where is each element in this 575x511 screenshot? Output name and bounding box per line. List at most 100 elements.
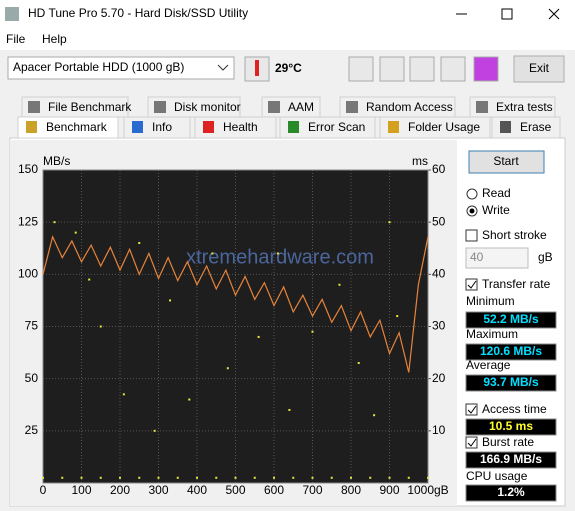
y2-axis-label: ms [412, 154, 428, 168]
access-point [388, 476, 391, 479]
tab-label: AAM [288, 100, 314, 114]
access-point [61, 476, 64, 479]
tab-icon [28, 101, 40, 113]
access-point [427, 476, 429, 479]
x-tick-label: 300 [148, 483, 168, 497]
access-point [338, 283, 341, 286]
access-time-check[interactable] [465, 403, 478, 416]
access-point [122, 393, 125, 396]
short-stroke-check[interactable] [465, 229, 478, 242]
copy-button[interactable] [348, 56, 374, 82]
access-point [196, 476, 198, 479]
access-point [253, 476, 256, 479]
x-tick-label: 1000gB [407, 483, 448, 497]
save-button[interactable] [473, 56, 499, 82]
close[interactable] [548, 8, 560, 20]
options-button[interactable] [440, 56, 466, 82]
access-point [153, 429, 156, 432]
access-point [215, 476, 218, 479]
x-tick-label: 0 [40, 483, 47, 497]
copy-all-button[interactable] [379, 56, 405, 82]
y-tick-label: 25 [25, 423, 39, 437]
watermark: xtremehardware.com [186, 246, 374, 268]
transfer-rate-label: Transfer rate [482, 277, 551, 291]
cpu-usage-label: CPU usage [466, 469, 528, 483]
access-point [226, 367, 229, 370]
access-point [169, 299, 172, 302]
value-box [465, 311, 557, 329]
thermometer [255, 60, 259, 76]
write-label: Write [482, 203, 510, 217]
x-tick-label: 600 [264, 483, 284, 497]
access-point [176, 476, 179, 479]
access-point [42, 476, 44, 479]
tab-icon [388, 121, 399, 133]
read-radio[interactable] [466, 188, 478, 200]
access-point [407, 476, 410, 479]
access-point [276, 252, 279, 255]
tab-label: Folder Usage [408, 120, 480, 134]
access-point [211, 252, 214, 255]
exit-button[interactable] [513, 55, 565, 83]
value-box [465, 374, 557, 392]
screenshot-button[interactable] [409, 56, 435, 82]
value-box [465, 343, 557, 361]
short-stroke-spin[interactable] [465, 247, 529, 269]
start-button[interactable] [468, 150, 545, 174]
value-box [465, 418, 557, 436]
maximize[interactable] [501, 8, 513, 20]
toolbar-buttons [348, 55, 565, 83]
tab[interactable] [194, 116, 277, 139]
access-point [88, 278, 91, 281]
y-tick-label: 100 [18, 267, 38, 281]
access-point [369, 476, 372, 479]
drive-select[interactable] [7, 56, 235, 80]
tab[interactable] [147, 96, 241, 118]
minimum-label: Minimum [466, 294, 515, 308]
access-point [119, 476, 121, 479]
burst-rate-check[interactable] [465, 436, 478, 449]
access-point [288, 408, 291, 411]
tab[interactable] [17, 116, 119, 139]
access-point [53, 221, 56, 224]
y-tick-label: 50 [25, 371, 39, 385]
tab-label: File Benchmark [48, 100, 132, 114]
access-point [396, 315, 399, 318]
side-panel: Start Read Write Short stroke 40 gB Tran… [465, 150, 553, 483]
y2-tick-label: 50 [432, 214, 446, 228]
value-text: 93.7 MB/s [483, 375, 539, 389]
title-bar [0, 0, 575, 28]
x-tick-label: 700 [302, 483, 322, 497]
maximum-label: Maximum [466, 327, 518, 341]
y-tick-label: 75 [25, 319, 39, 333]
tab-label: Erase [520, 120, 552, 134]
dropdown-arrow [217, 64, 229, 71]
y-tick-label: 150 [18, 162, 38, 176]
access-point [234, 476, 237, 479]
check-mark [467, 405, 477, 414]
menu-file[interactable]: File [6, 32, 26, 46]
tab-icon [132, 121, 143, 133]
access-point [138, 476, 141, 479]
tab[interactable] [379, 116, 491, 139]
transfer-rate-check[interactable] [465, 278, 478, 291]
tab-label: Error Scan [308, 120, 365, 134]
access-point [388, 221, 391, 224]
transfer-line [42, 234, 429, 373]
x-tick-label: 500 [225, 483, 245, 497]
access-point [157, 476, 160, 479]
tab-icon [346, 101, 358, 113]
tab-icon [203, 121, 214, 133]
tab-label: Info [152, 120, 172, 134]
tab[interactable] [279, 116, 376, 139]
access-point [80, 476, 83, 479]
menu-help[interactable]: Help [42, 32, 67, 46]
tab-label: Extra tests [496, 100, 553, 114]
read-label: Read [482, 186, 511, 200]
tab-label: Disk monitor [174, 100, 241, 114]
access-time-label: Access time [482, 402, 547, 416]
access-point [138, 242, 141, 245]
value-text: 120.6 MB/s [480, 344, 542, 358]
value-text: 166.9 MB/s [480, 452, 542, 466]
y2-tick-label: 20 [432, 371, 446, 385]
